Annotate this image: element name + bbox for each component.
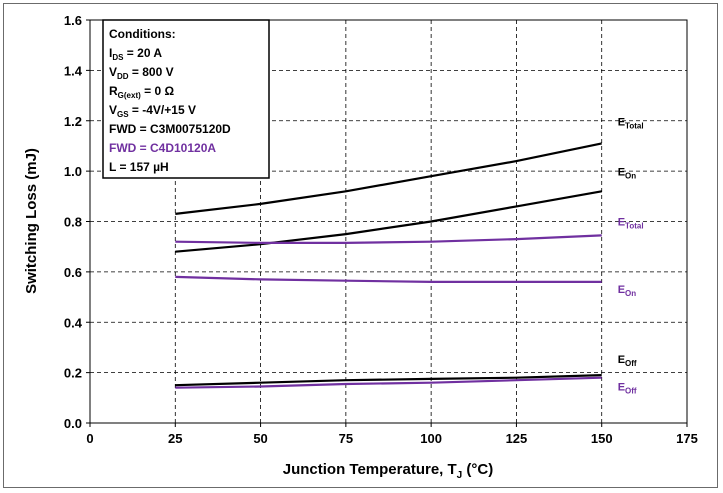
y-tick-label: 1.0 [64, 164, 82, 179]
series-label-0: ETotal [618, 116, 644, 130]
series-label-4: EOff [618, 354, 637, 368]
series-line-4 [175, 374, 602, 387]
x-tick-label: 175 [676, 431, 698, 446]
series-line-3 [175, 275, 602, 283]
y-tick-label: 1.4 [64, 63, 83, 78]
y-tick-label: 1.6 [64, 13, 82, 28]
y-tick-label: 0.4 [64, 315, 83, 330]
condition-line-6: L = 157 µH [109, 160, 169, 174]
series-layer [175, 142, 602, 389]
y-tick-label: 0.8 [64, 215, 82, 230]
conditions-title: Conditions: [109, 27, 176, 41]
condition-line-3: VGS = -4V/+15 V [109, 103, 196, 119]
y-tick-labels: 0.0 0.2 0.4 0.6 0.8 1.0 1.2 1.4 1.6 [64, 13, 90, 431]
condition-line-4: FWD = C3M0075120D [109, 122, 231, 136]
y-tick-label: 1.2 [64, 114, 82, 129]
y-tick-label: 0.2 [64, 366, 82, 381]
condition-line-2: RG(ext) = 0 Ω [109, 84, 174, 100]
y-axis-title: Switching Loss (mJ) [23, 148, 40, 294]
x-tick-label: 75 [339, 431, 353, 446]
x-tick-label: 125 [506, 431, 528, 446]
x-tick-label: 150 [591, 431, 613, 446]
conditions-legend-box: Conditions: IDS = 20 A VDD = 800 V RG(ext)… [102, 19, 270, 179]
series-line-2 [175, 234, 602, 244]
x-axis-title: Junction Temperature, TJ (°C) [283, 461, 493, 481]
x-tick-label: 50 [253, 431, 267, 446]
condition-line-1: VDD = 800 V [109, 65, 174, 81]
series-label-5: EOff [618, 382, 637, 396]
series-line-1 [175, 190, 602, 253]
series-label-2: ETotal [618, 216, 644, 230]
condition-line-0: IDS = 20 A [109, 46, 162, 62]
condition-line-5: FWD = C4D10120A [109, 141, 216, 155]
series-label-1: EOn [618, 166, 637, 180]
x-tick-label: 0 [86, 431, 93, 446]
series-labels: ETotal EOn ETotal EOn EOff EOff [618, 116, 644, 395]
x-tick-label: 100 [420, 431, 442, 446]
series-label-3: EOn [618, 284, 637, 298]
series-line-5 [175, 376, 602, 389]
y-tick-label: 0.6 [64, 265, 82, 280]
x-tick-label: 25 [168, 431, 182, 446]
y-tick-label: 0.0 [64, 416, 82, 431]
x-tick-labels: 0 25 50 75 100 125 150 175 [86, 423, 698, 446]
series-line-0 [175, 142, 602, 215]
chart-frame [3, 3, 718, 488]
